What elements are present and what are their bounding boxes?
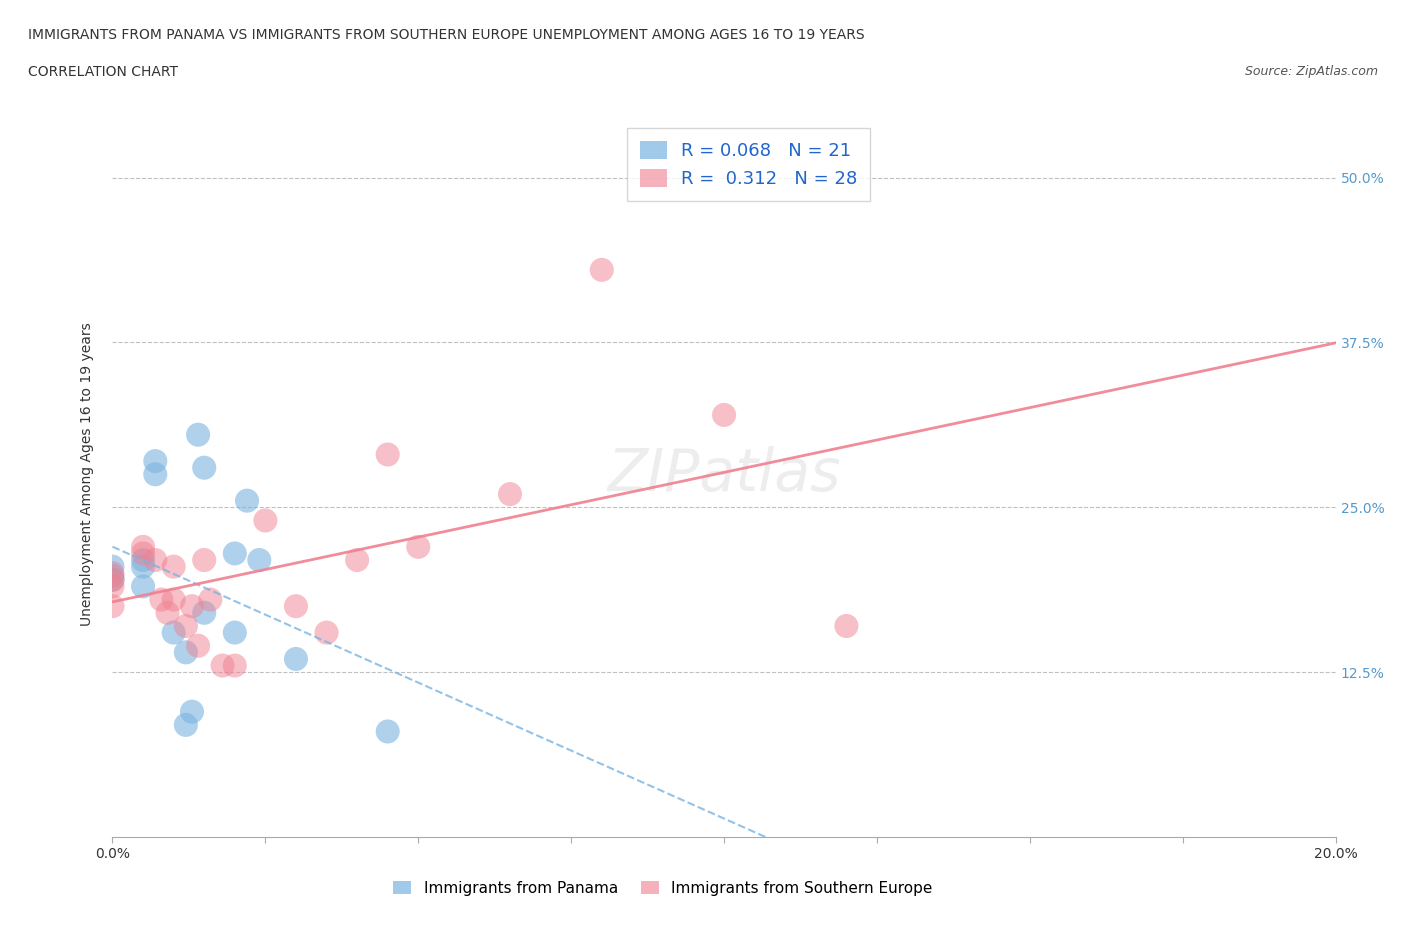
- Point: [101, 565, 124, 580]
- Point: [132, 552, 155, 567]
- Point: [211, 658, 233, 673]
- Point: [284, 652, 308, 667]
- Point: [713, 407, 735, 422]
- Point: [174, 618, 197, 633]
- Point: [193, 460, 215, 475]
- Point: [101, 568, 124, 583]
- Point: [132, 579, 155, 594]
- Point: [499, 486, 522, 501]
- Point: [101, 559, 124, 574]
- Text: Source: ZipAtlas.com: Source: ZipAtlas.com: [1244, 65, 1378, 78]
- Point: [200, 592, 222, 607]
- Point: [101, 572, 124, 587]
- Point: [150, 592, 173, 607]
- Point: [187, 638, 209, 653]
- Point: [101, 599, 124, 614]
- Point: [181, 704, 204, 719]
- Y-axis label: Unemployment Among Ages 16 to 19 years: Unemployment Among Ages 16 to 19 years: [80, 323, 94, 626]
- Point: [132, 559, 155, 574]
- Point: [224, 625, 246, 640]
- Point: [163, 625, 186, 640]
- Point: [181, 599, 204, 614]
- Point: [174, 717, 197, 732]
- Point: [284, 599, 308, 614]
- Point: [377, 724, 399, 739]
- Text: CORRELATION CHART: CORRELATION CHART: [28, 65, 179, 79]
- Point: [377, 447, 399, 462]
- Point: [236, 493, 259, 508]
- Point: [835, 618, 858, 633]
- Legend: Immigrants from Panama, Immigrants from Southern Europe: Immigrants from Panama, Immigrants from …: [387, 874, 939, 902]
- Text: IMMIGRANTS FROM PANAMA VS IMMIGRANTS FROM SOUTHERN EUROPE UNEMPLOYMENT AMONG AGE: IMMIGRANTS FROM PANAMA VS IMMIGRANTS FRO…: [28, 28, 865, 42]
- Point: [224, 658, 246, 673]
- Point: [346, 552, 368, 567]
- Point: [193, 605, 215, 620]
- Point: [132, 539, 155, 554]
- Point: [132, 546, 155, 561]
- Point: [193, 552, 215, 567]
- Point: [408, 539, 430, 554]
- Point: [591, 262, 613, 277]
- Point: [174, 644, 197, 659]
- Point: [163, 592, 186, 607]
- Point: [156, 605, 179, 620]
- Point: [254, 513, 277, 528]
- Point: [143, 552, 166, 567]
- Point: [224, 546, 246, 561]
- Point: [143, 454, 166, 469]
- Point: [247, 552, 270, 567]
- Point: [143, 467, 166, 482]
- Point: [101, 572, 124, 587]
- Point: [315, 625, 337, 640]
- Text: ZIPatlas: ZIPatlas: [607, 445, 841, 503]
- Point: [101, 579, 124, 594]
- Point: [163, 559, 186, 574]
- Point: [187, 427, 209, 442]
